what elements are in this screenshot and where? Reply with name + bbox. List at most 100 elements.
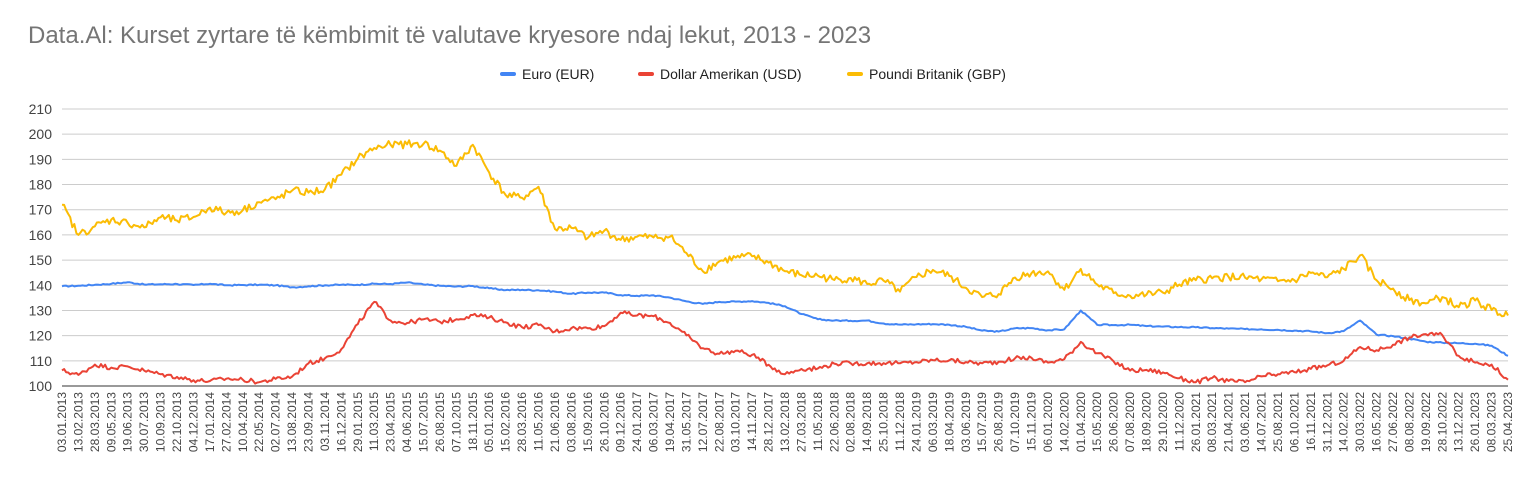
- x-tick-label: 08.03.2023: [1485, 392, 1499, 452]
- x-tick-label: 03.10.2017: [729, 392, 743, 452]
- x-tick-label: 23.04.2015: [384, 392, 398, 452]
- x-tick-label: 17.01.2014: [203, 392, 217, 452]
- x-tick-label: 26.06.2020: [1107, 392, 1121, 452]
- x-tick-label: 22.06.2018: [827, 392, 841, 452]
- x-tick-label: 26.01.2021: [1189, 392, 1203, 452]
- x-tick-label: 26.10.2016: [597, 392, 611, 452]
- x-tick-label: 04.06.2015: [400, 392, 414, 452]
- x-tick-label: 30.07.2013: [137, 392, 151, 452]
- x-tick-label: 12.07.2017: [696, 392, 710, 452]
- legend-item-gbp[interactable]: Poundi Britanik (GBP): [847, 66, 1006, 82]
- x-tick-label: 21.06.2016: [548, 392, 562, 452]
- legend-swatch-eur: [500, 72, 516, 76]
- y-tick-label: 190: [29, 151, 53, 167]
- x-tick-label: 11.12.2018: [893, 392, 907, 451]
- x-tick-label: 18.04.2019: [942, 392, 956, 452]
- legend-item-eur[interactable]: Euro (EUR): [500, 66, 594, 82]
- x-tick-label: 22.08.2017: [712, 392, 726, 452]
- x-axis-ticks: 03.01.2013 13.02.2013 28.03.2013 09.05.2013…: [55, 392, 1515, 452]
- x-tick-label: 15.07.2015: [417, 392, 431, 452]
- x-tick-label: 24.01.2019: [909, 392, 923, 452]
- x-tick-label: 06.03.2017: [647, 392, 661, 452]
- x-tick-label: 15.07.2019: [975, 392, 989, 452]
- x-tick-label: 22.05.2014: [252, 392, 266, 452]
- x-tick-label: 07.08.2020: [1123, 392, 1137, 452]
- y-tick-label: 180: [29, 177, 53, 193]
- x-tick-label: 14.02.2022: [1337, 392, 1351, 452]
- legend-item-usd[interactable]: Dollar Amerikan (USD): [638, 66, 802, 82]
- legend-label-gbp: Poundi Britanik (GBP): [869, 66, 1006, 82]
- x-tick-label: 06.01.2020: [1041, 392, 1055, 452]
- x-tick-label: 07.10.2015: [449, 392, 463, 452]
- x-tick-label: 01.04.2020: [1074, 392, 1088, 452]
- x-tick-label: 10.09.2013: [154, 392, 168, 452]
- x-tick-label: 28.10.2022: [1435, 392, 1449, 452]
- gridlines: [62, 108, 1508, 387]
- x-tick-label: 11.05.2016: [532, 392, 546, 451]
- x-tick-label: 31.12.2021: [1320, 392, 1334, 452]
- x-tick-label: 13.02.2013: [71, 392, 85, 452]
- x-tick-label: 03.01.2013: [55, 392, 69, 452]
- x-tick-label: 24.01.2017: [630, 392, 644, 452]
- x-tick-label: 03.08.2016: [564, 392, 578, 452]
- y-tick-label: 170: [29, 202, 53, 218]
- x-tick-label: 18.11.2015: [466, 392, 480, 451]
- x-tick-label: 15.05.2020: [1090, 392, 1104, 452]
- y-tick-label: 210: [29, 101, 53, 117]
- x-tick-label: 14.11.2017: [745, 392, 759, 451]
- x-tick-label: 16.05.2022: [1370, 392, 1384, 452]
- x-tick-label: 25.04.2023: [1501, 392, 1515, 452]
- x-tick-label: 03.11.2014: [318, 392, 332, 451]
- legend-swatch-gbp: [847, 72, 863, 76]
- x-tick-label: 29.01.2015: [351, 392, 365, 452]
- x-tick-label: 09.05.2013: [104, 392, 118, 452]
- x-tick-label: 19.04.2017: [663, 392, 677, 452]
- x-tick-label: 08.08.2022: [1402, 392, 1416, 452]
- y-tick-label: 150: [29, 252, 53, 268]
- x-tick-label: 28.03.2013: [88, 392, 102, 452]
- x-tick-label: 11.03.2015: [367, 392, 381, 451]
- x-tick-label: 08.03.2021: [1205, 392, 1219, 452]
- x-tick-label: 15.11.2019: [1024, 392, 1038, 451]
- y-tick-label: 110: [30, 353, 53, 369]
- x-tick-label: 02.07.2014: [269, 392, 283, 452]
- x-tick-label: 19.09.2022: [1419, 392, 1433, 452]
- series-line-usd[interactable]: [61, 300, 1509, 385]
- x-tick-label: 13.02.2018: [778, 392, 792, 452]
- y-tick-label: 130: [29, 302, 53, 318]
- x-tick-label: 16.12.2014: [334, 392, 348, 452]
- x-tick-label: 11.05.2018: [811, 392, 825, 451]
- legend-label-eur: Euro (EUR): [522, 66, 595, 82]
- legend: Euro (EUR) Dollar Amerikan (USD) Poundi …: [0, 66, 1533, 88]
- x-tick-label: 26.08.2019: [992, 392, 1006, 452]
- x-tick-label: 27.02.2014: [219, 392, 233, 452]
- series-line-gbp[interactable]: [61, 139, 1509, 318]
- x-tick-label: 19.06.2013: [121, 392, 135, 452]
- y-tick-label: 140: [29, 277, 53, 293]
- legend-swatch-usd: [638, 72, 654, 76]
- y-tick-label: 160: [29, 227, 53, 243]
- x-tick-label: 10.04.2014: [236, 392, 250, 452]
- x-tick-label: 15.02.2016: [499, 392, 513, 452]
- legend-label-usd: Dollar Amerikan (USD): [660, 66, 802, 82]
- x-tick-label: 27.03.2018: [794, 392, 808, 452]
- x-tick-label: 06.03.2019: [926, 392, 940, 452]
- x-tick-label: 07.10.2019: [1008, 392, 1022, 452]
- x-tick-label: 03.06.2019: [959, 392, 973, 452]
- x-tick-label: 28.12.2017: [762, 392, 776, 452]
- x-tick-label: 23.09.2014: [301, 392, 315, 452]
- x-tick-label: 31.05.2017: [679, 392, 693, 452]
- series-line-eur[interactable]: [61, 281, 1509, 357]
- y-axis-ticks: 100 110 120 130 140 150 160 170 180 190 200 210: [29, 101, 53, 394]
- x-tick-label: 09.12.2016: [614, 392, 628, 452]
- x-tick-label: 13.08.2014: [285, 392, 299, 452]
- x-tick-label: 30.03.2022: [1353, 392, 1367, 452]
- x-tick-label: 16.11.2021: [1304, 392, 1318, 451]
- x-tick-label: 14.07.2021: [1255, 392, 1269, 452]
- y-tick-label: 100: [29, 378, 53, 394]
- y-tick-label: 120: [29, 328, 53, 344]
- x-tick-label: 29.10.2020: [1156, 392, 1170, 452]
- x-tick-label: 05.01.2016: [482, 392, 496, 452]
- x-tick-label: 26.08.2015: [433, 392, 447, 452]
